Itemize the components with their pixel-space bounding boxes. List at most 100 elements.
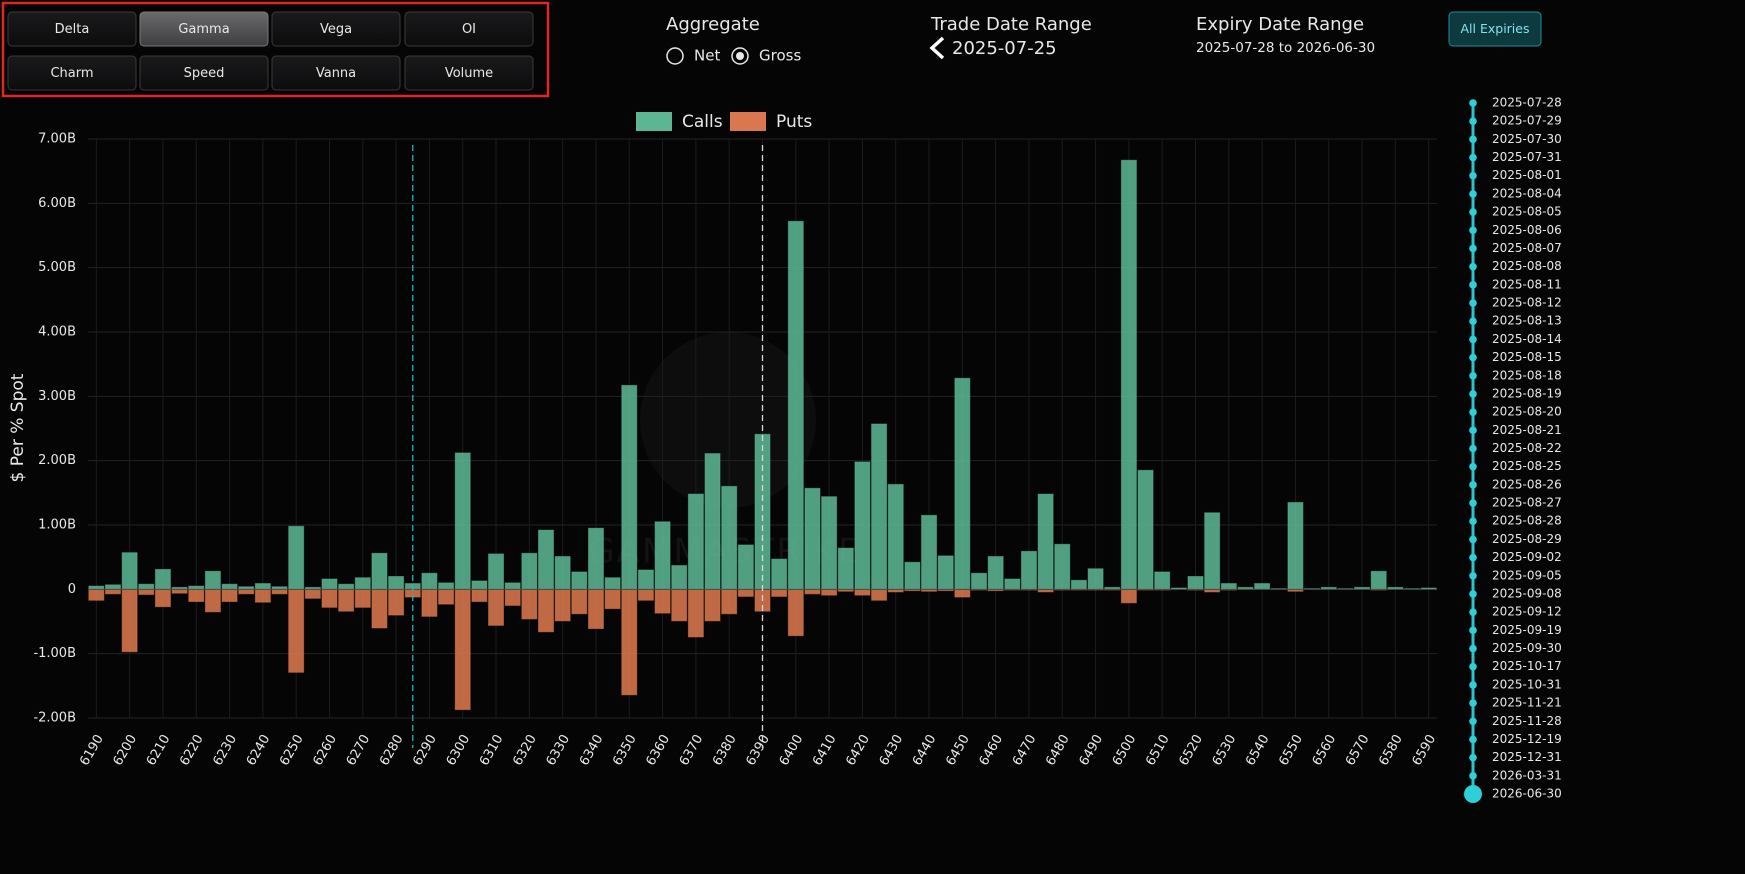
- timeline-dot[interactable]: [1469, 299, 1477, 307]
- expiry-label: 2025-12-31: [1492, 750, 1562, 764]
- bar: [371, 552, 388, 590]
- timeline-dot[interactable]: [1469, 99, 1477, 107]
- bar: [354, 588, 371, 608]
- timeline-dot[interactable]: [1469, 662, 1477, 671]
- bar: [354, 577, 371, 590]
- all-expiries-button[interactable]: [1448, 11, 1542, 47]
- timeline-dot[interactable]: [1469, 262, 1477, 271]
- prev-chevron[interactable]: [929, 36, 945, 60]
- metric-label: OI: [462, 22, 476, 37]
- timeline-dot[interactable]: [1469, 499, 1477, 507]
- timeline-dot[interactable]: [1469, 135, 1477, 144]
- metric-button[interactable]: [7, 55, 137, 91]
- timeline-dot[interactable]: [1469, 335, 1477, 344]
- metric-button[interactable]: [404, 55, 534, 91]
- metric-button[interactable]: [404, 11, 534, 47]
- timeline-dot[interactable]: [1469, 117, 1477, 125]
- timeline-dot[interactable]: [1469, 444, 1477, 453]
- timeline-dot[interactable]: [1469, 699, 1477, 707]
- expiry-label: 2025-08-14: [1492, 332, 1562, 346]
- timeline-dot[interactable]: [1469, 153, 1477, 162]
- timeline-dot[interactable]: [1469, 208, 1477, 216]
- timeline-dot[interactable]: [1464, 785, 1482, 803]
- timeline-dot[interactable]: [1469, 571, 1477, 580]
- timeline-dot[interactable]: [1469, 753, 1477, 762]
- timeline-dot[interactable]: [1469, 171, 1477, 180]
- metric-button[interactable]: [139, 55, 269, 91]
- expiry-label: 2025-11-21: [1492, 696, 1562, 710]
- timeline-dot[interactable]: [1469, 190, 1477, 198]
- timeline-dot[interactable]: [1469, 517, 1477, 526]
- bar: [388, 575, 405, 590]
- timeline-dot[interactable]: [1469, 735, 1477, 744]
- bar: [1120, 159, 1137, 590]
- metric-label: Volume: [445, 66, 493, 81]
- timeline-dot[interactable]: [1469, 426, 1477, 435]
- expiry-label: 2025-08-29: [1492, 532, 1562, 546]
- bar: [154, 588, 171, 608]
- bar: [338, 588, 355, 612]
- timeline-dot[interactable]: [1469, 608, 1477, 616]
- expiry-label: 2025-09-08: [1492, 586, 1562, 600]
- bar: [171, 588, 188, 594]
- metric-button[interactable]: [7, 11, 137, 47]
- bar: [637, 569, 654, 590]
- bar: [1254, 583, 1271, 590]
- timeline-dot[interactable]: [1469, 553, 1477, 562]
- bar: [1370, 570, 1387, 590]
- timeline-dot[interactable]: [1469, 408, 1477, 416]
- timeline-dot[interactable]: [1469, 226, 1477, 235]
- bar: [721, 485, 738, 590]
- bar: [504, 582, 521, 590]
- timeline-dot[interactable]: [1469, 681, 1477, 689]
- bar: [104, 588, 121, 595]
- bar: [554, 588, 571, 622]
- bar: [604, 577, 621, 590]
- bar: [288, 588, 305, 673]
- chart: -2.00B -1.00B 0 1.00B 2.00B 3.00B 4.00B 5.00B 6.…: [8, 112, 1439, 768]
- bar: [321, 588, 338, 608]
- timeline-dot[interactable]: [1469, 281, 1477, 289]
- bar: [554, 556, 571, 590]
- metric-button[interactable]: [139, 11, 269, 47]
- timeline-dot[interactable]: [1469, 244, 1477, 253]
- timeline-dot[interactable]: [1469, 590, 1477, 598]
- metric-button[interactable]: [271, 11, 401, 47]
- metric-button[interactable]: [271, 55, 401, 91]
- y-tick-label: -2.00B: [33, 711, 76, 726]
- bar: [104, 584, 121, 590]
- bar: [687, 493, 704, 590]
- expiry-label: 2025-08-27: [1492, 496, 1562, 510]
- bar: [488, 553, 505, 590]
- timeline-dot[interactable]: [1469, 481, 1477, 489]
- bar: [987, 556, 1004, 590]
- expiry-label: 2025-08-20: [1492, 405, 1562, 419]
- bar: [471, 580, 488, 590]
- bar: [254, 583, 271, 590]
- radio[interactable]: [731, 47, 749, 65]
- bar: [454, 588, 471, 711]
- bar: [771, 558, 788, 590]
- bar: [1004, 578, 1021, 590]
- timeline-dot[interactable]: [1469, 626, 1477, 635]
- timeline-dot[interactable]: [1469, 317, 1477, 326]
- bar: [871, 588, 888, 601]
- timeline-dot[interactable]: [1469, 644, 1477, 653]
- y-axis-label: $ Per % Spot: [8, 373, 28, 482]
- timeline-dot[interactable]: [1469, 535, 1477, 544]
- timeline-dot[interactable]: [1469, 717, 1477, 726]
- timeline-dot[interactable]: [1469, 462, 1477, 471]
- bar: [121, 588, 138, 653]
- radio[interactable]: [666, 47, 684, 65]
- timeline-dot[interactable]: [1469, 772, 1477, 780]
- legend-label: Calls: [682, 112, 723, 132]
- bar: [804, 487, 821, 590]
- timeline-dot[interactable]: [1469, 371, 1477, 380]
- expiry-label: 2025-08-08: [1492, 259, 1562, 273]
- bar: [388, 588, 405, 616]
- bar: [971, 572, 988, 590]
- timeline-dot[interactable]: [1469, 353, 1477, 362]
- bar: [737, 544, 754, 590]
- bar: [887, 483, 904, 590]
- timeline-dot[interactable]: [1469, 390, 1477, 398]
